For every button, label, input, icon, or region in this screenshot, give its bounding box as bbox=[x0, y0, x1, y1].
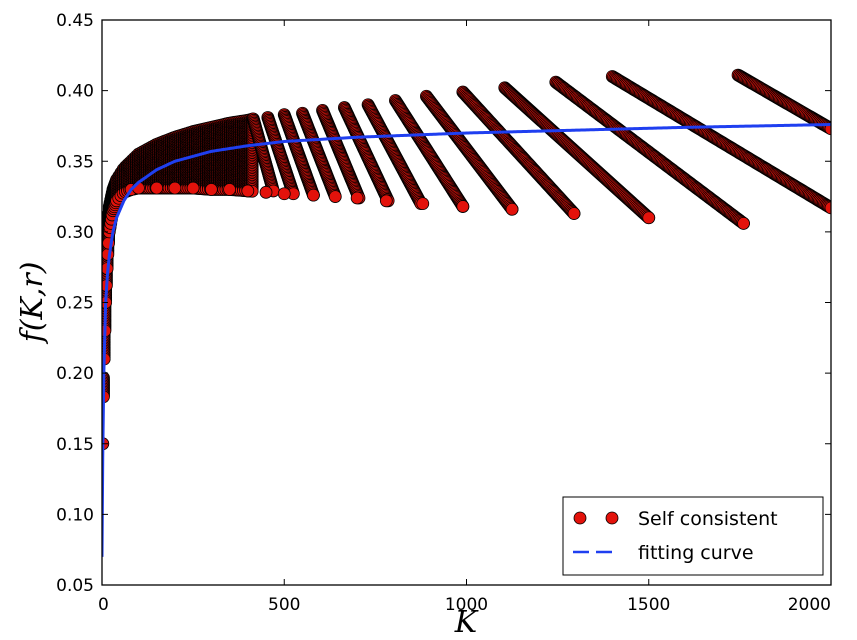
self-consistent-point bbox=[150, 181, 164, 195]
legend: Self consistent fitting curve bbox=[562, 496, 824, 576]
self-consistent-point bbox=[223, 183, 236, 196]
legend-marker-2 bbox=[605, 511, 619, 525]
y-tick-label: 0.45 bbox=[56, 11, 94, 31]
self-consistent-point bbox=[737, 216, 750, 230]
x-tick-label: 2000 bbox=[788, 595, 831, 615]
self-consistent-point bbox=[416, 197, 430, 211]
y-tick-label: 0.15 bbox=[56, 435, 94, 455]
self-consistent-point bbox=[186, 181, 200, 195]
x-tick-label: 500 bbox=[268, 595, 300, 615]
self-consistent-point bbox=[241, 184, 255, 198]
self-consistent-point bbox=[307, 188, 320, 202]
legend-marker-1 bbox=[573, 511, 587, 525]
legend-label-fitting-curve: fitting curve bbox=[638, 542, 754, 564]
self-consistent-point bbox=[456, 200, 470, 213]
y-tick-label: 0.10 bbox=[56, 505, 94, 525]
self-consistent-point bbox=[259, 185, 273, 199]
x-tick-label: 1500 bbox=[627, 595, 670, 615]
self-consistent-point bbox=[642, 211, 656, 225]
self-consistent-point bbox=[379, 194, 393, 208]
y-tick-label: 0.20 bbox=[56, 364, 94, 384]
self-consistent-point bbox=[505, 202, 519, 216]
self-consistent-point bbox=[567, 207, 581, 220]
y-tick-label: 0.30 bbox=[56, 223, 94, 243]
legend-label-self-consistent: Self consistent bbox=[638, 508, 778, 530]
self-consistent-point bbox=[277, 187, 291, 201]
y-tick-label: 0.40 bbox=[56, 82, 94, 102]
y-axis-title: f(K,r) bbox=[15, 262, 50, 345]
self-consistent-point bbox=[328, 190, 342, 203]
self-consistent-point bbox=[168, 181, 182, 195]
plot-background bbox=[102, 20, 831, 585]
self-consistent-point bbox=[350, 191, 364, 205]
self-consistent-point bbox=[204, 183, 218, 196]
y-tick-label: 0.35 bbox=[56, 152, 94, 172]
y-tick-label: 0.05 bbox=[56, 576, 94, 596]
x-tick-label: 0 bbox=[98, 595, 109, 615]
x-axis-title: K bbox=[454, 605, 479, 640]
y-tick-label: 0.25 bbox=[56, 294, 94, 314]
